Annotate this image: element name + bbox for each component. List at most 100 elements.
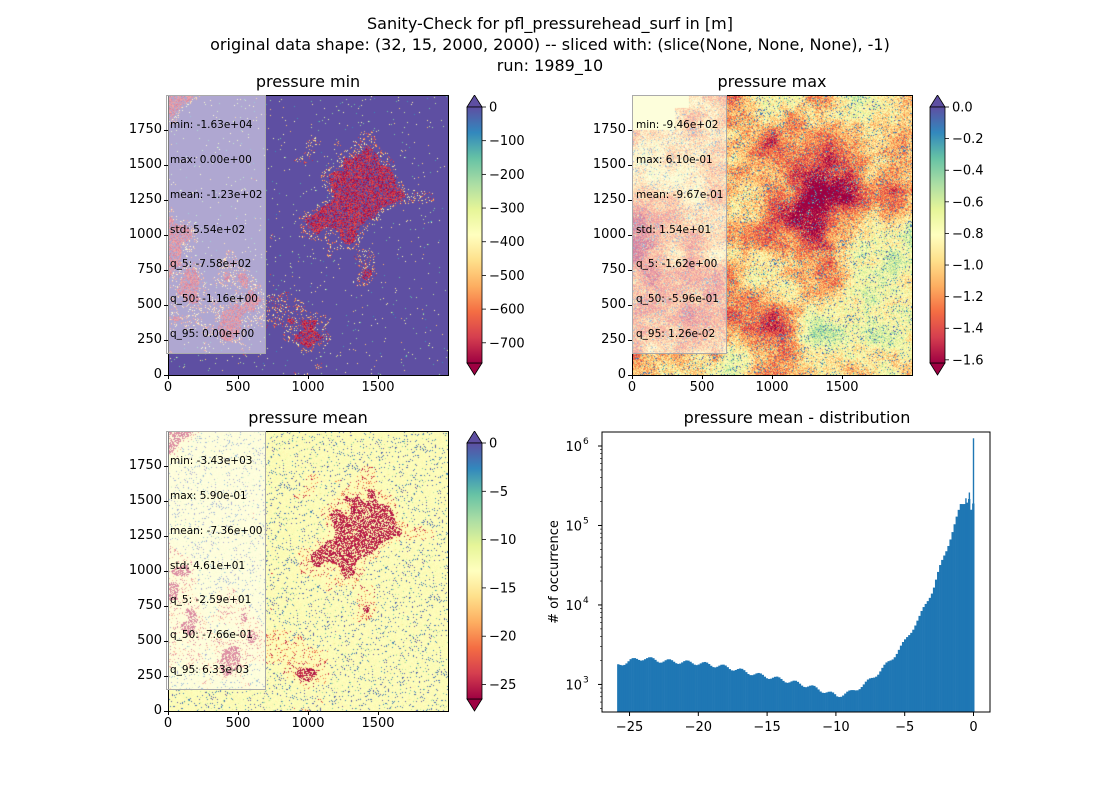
histogram-bar [792, 680, 795, 712]
colorbar-tick-label: 0 [489, 101, 497, 116]
histogram-bar [726, 667, 729, 712]
panel-max-stats-box: min: -9.46e+02 max: 6.10e-01 mean: -9.67… [632, 95, 728, 355]
panel-max-y-tick-mark [628, 270, 632, 271]
histogram-y-tick-label: 10 [565, 440, 582, 455]
histogram-bar [654, 659, 657, 712]
histogram-bar [720, 664, 723, 712]
histogram-bar [685, 660, 688, 712]
colorbar-tick-label: −1.0 [952, 259, 984, 274]
histogram-bar [833, 694, 837, 712]
histogram-bar [943, 555, 946, 712]
panel-min-y-tick-mark [164, 200, 168, 201]
histogram-bar [930, 593, 934, 712]
histogram-bar [920, 610, 923, 712]
panel-max-y-tick-label: 0 [617, 367, 626, 382]
histogram-bar [937, 571, 940, 712]
panel-mean-y-tick-mark [164, 711, 168, 712]
stat-line: q_50: -1.16e+00 [170, 293, 258, 306]
histogram-x-tick-label: −5 [895, 720, 914, 735]
panel-max-y-tick-label: 500 [601, 297, 626, 312]
histogram-bar [666, 659, 670, 712]
panel-max-title: pressure max [717, 72, 827, 91]
histogram-bar [769, 678, 773, 712]
panel-mean-y-tick-label: 1500 [128, 493, 162, 508]
colorbar-tick-label: −400 [489, 235, 525, 250]
histogram-bar [683, 661, 686, 712]
histogram-bar [908, 635, 911, 712]
panel-min-y-tick-label: 1750 [128, 122, 162, 137]
histogram-y-tick-exponent: 3 [583, 675, 589, 685]
histogram-bar [897, 649, 901, 712]
histogram-y-tick-label: 10 [565, 519, 582, 534]
histogram-bar [811, 685, 814, 712]
histogram-bar [970, 509, 973, 712]
stat-line: mean: -1.23e+02 [170, 188, 263, 201]
histogram-x-tick-label: −10 [822, 720, 849, 735]
stat-line: q_95: 1.26e-02 [636, 327, 716, 340]
histogram-bar [664, 660, 667, 712]
histogram-bar [891, 659, 894, 712]
histogram-bar [648, 657, 651, 712]
histogram-bar [965, 502, 969, 712]
histogram-bar [710, 665, 713, 712]
colorbar-tick-label: −200 [489, 168, 525, 183]
histogram-bar [773, 676, 777, 712]
histogram-bar [794, 680, 797, 712]
colorbar-tick-label: −0.6 [952, 195, 984, 210]
histogram-bar [689, 661, 692, 712]
panel-mean-y-tick-label: 750 [137, 598, 162, 613]
colorbar-extend-top [466, 95, 483, 108]
histogram-bar [751, 675, 754, 712]
colorbar-tick-label: −0.4 [952, 164, 984, 179]
histogram-bar [947, 545, 950, 712]
histogram-bar [916, 620, 919, 712]
histogram-bar [965, 498, 967, 712]
panel-min-y-tick-mark [164, 375, 168, 376]
histogram-bar [656, 661, 659, 712]
histogram-bar [691, 663, 694, 712]
histogram-bar [747, 673, 750, 712]
stat-line: q_50: -7.66e-01 [170, 629, 253, 642]
histogram-bar [955, 516, 958, 712]
histogram-bar [807, 686, 810, 712]
panel-max-x-tick-label: 0 [627, 380, 637, 395]
histogram-bar [879, 671, 882, 712]
panel-min-stats-box: min: -1.63e+04 max: 0.00e+00 mean: -1.23… [166, 95, 267, 355]
panel-min-y-tick-label: 1000 [128, 227, 162, 242]
stat-line: q_5: -1.62e+00 [636, 258, 718, 271]
panel-max-y-tick-label: 1250 [592, 192, 626, 207]
histogram-bar [804, 687, 808, 712]
histogram-bar [778, 677, 781, 712]
histogram-bar [668, 659, 672, 712]
stat-line: q_95: 6.33e-03 [170, 663, 250, 676]
histogram-bar [864, 681, 868, 712]
histogram-bar [755, 673, 758, 712]
panel-min-y-tick-mark [164, 270, 168, 271]
histogram-bar [968, 492, 971, 712]
panel-max-y-tick-mark [628, 375, 632, 376]
histogram-bar [858, 689, 861, 712]
panel-max-x-tick-label: 1000 [755, 380, 789, 395]
histogram-bar [825, 692, 828, 712]
histogram-bar [945, 551, 948, 712]
histogram-bar [831, 692, 835, 712]
panel-mean-y-tick-label: 1000 [128, 563, 162, 578]
histogram-bar [627, 661, 630, 712]
colorbar-gradient [929, 106, 946, 364]
histogram-bar [862, 684, 866, 712]
panel-max-colorbar: 0.0 −0.2 −0.4 −0.6 −0.8 −1.0 −1.2 −1.4 −1.6 [929, 95, 984, 376]
histogram-bar [854, 690, 857, 712]
histogram-bar [681, 662, 684, 712]
panel-max-y-tick-label: 750 [601, 262, 626, 277]
histogram-bar [718, 665, 721, 712]
panel-mean-y-tick-label: 1250 [128, 528, 162, 543]
panel-mean-y-tick-label: 250 [137, 668, 162, 683]
histogram-bar [658, 662, 661, 712]
figure-title-line-2: original data shape: (32, 15, 2000, 2000… [210, 35, 890, 54]
panel-min-y-tick-label: 1250 [128, 192, 162, 207]
histogram-bar [765, 678, 769, 712]
histogram-bar [782, 680, 785, 712]
histogram-bar [784, 682, 787, 712]
colorbar-tick-label: 0.0 [952, 101, 973, 116]
colorbar-tick-label: −1.4 [952, 322, 984, 337]
